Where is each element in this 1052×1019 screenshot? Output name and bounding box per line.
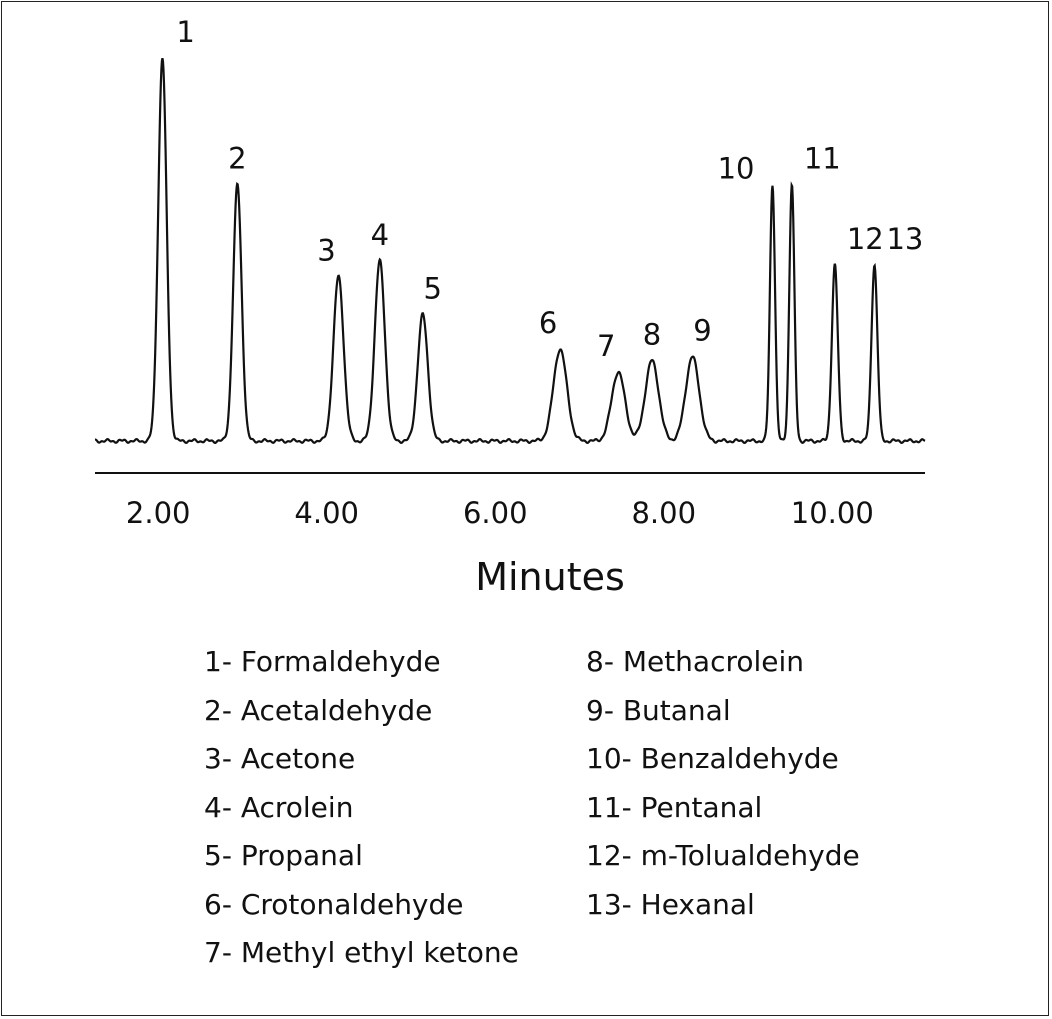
legend-item: 6- Crotonaldehyde xyxy=(204,887,464,921)
legend-column-right: 8- Methacrolein 9- Butanal 10- Benzaldehyd… xyxy=(586,638,860,929)
legend-item: 13- Hexanal xyxy=(586,887,755,921)
x-tick-labels: 2.00 4.00 6.00 8.00 10.00 xyxy=(126,496,874,530)
legend-item: 12- m-Tolualdehyde xyxy=(586,839,860,872)
peak-label-10: 10 xyxy=(718,151,755,185)
peak-label-1: 1 xyxy=(176,15,194,49)
x-tick-label: 8.00 xyxy=(631,496,696,530)
legend-column-left: 1- Formaldehyde 2- Acetaldehyde 3- Acetone… xyxy=(204,638,519,978)
legend-item: 3- Acetone xyxy=(204,742,356,775)
x-tick-label: 4.00 xyxy=(294,496,359,530)
peak-label-9: 9 xyxy=(693,314,711,348)
peak-label-6: 6 xyxy=(539,306,557,340)
legend-item: 11- Pentanal xyxy=(586,790,763,824)
x-tick-label: 6.00 xyxy=(463,496,528,530)
chromatogram-trace xyxy=(94,57,926,445)
legend-item: 9- Butanal xyxy=(586,693,731,727)
peak-label-7: 7 xyxy=(597,329,615,363)
legend-item: 10- Benzaldehyde xyxy=(586,742,839,775)
peak-label-5: 5 xyxy=(424,272,442,306)
trace-layer xyxy=(94,57,926,445)
peak-label-8: 8 xyxy=(643,318,661,352)
peak-label-3: 3 xyxy=(317,233,335,267)
peak-label-2: 2 xyxy=(228,141,246,175)
legend-item: 7- Methyl ethyl ketone xyxy=(204,936,519,969)
legend-item: 4- Acrolein xyxy=(204,790,354,824)
x-tick-label: 10.00 xyxy=(791,496,874,530)
peak-label-13: 13 xyxy=(886,222,923,256)
legend-item: 1- Formaldehyde xyxy=(204,645,441,678)
legend-item: 5- Propanal xyxy=(204,839,363,872)
peak-label-11: 11 xyxy=(804,141,841,175)
legend-item: 2- Acetaldehyde xyxy=(204,693,433,727)
x-axis-title: Minutes xyxy=(475,555,625,599)
x-tick-label: 2.00 xyxy=(126,496,191,530)
peak-label-12: 12 xyxy=(847,222,884,256)
legend-item: 8- Methacrolein xyxy=(586,645,805,678)
peak-label-4: 4 xyxy=(371,218,389,252)
